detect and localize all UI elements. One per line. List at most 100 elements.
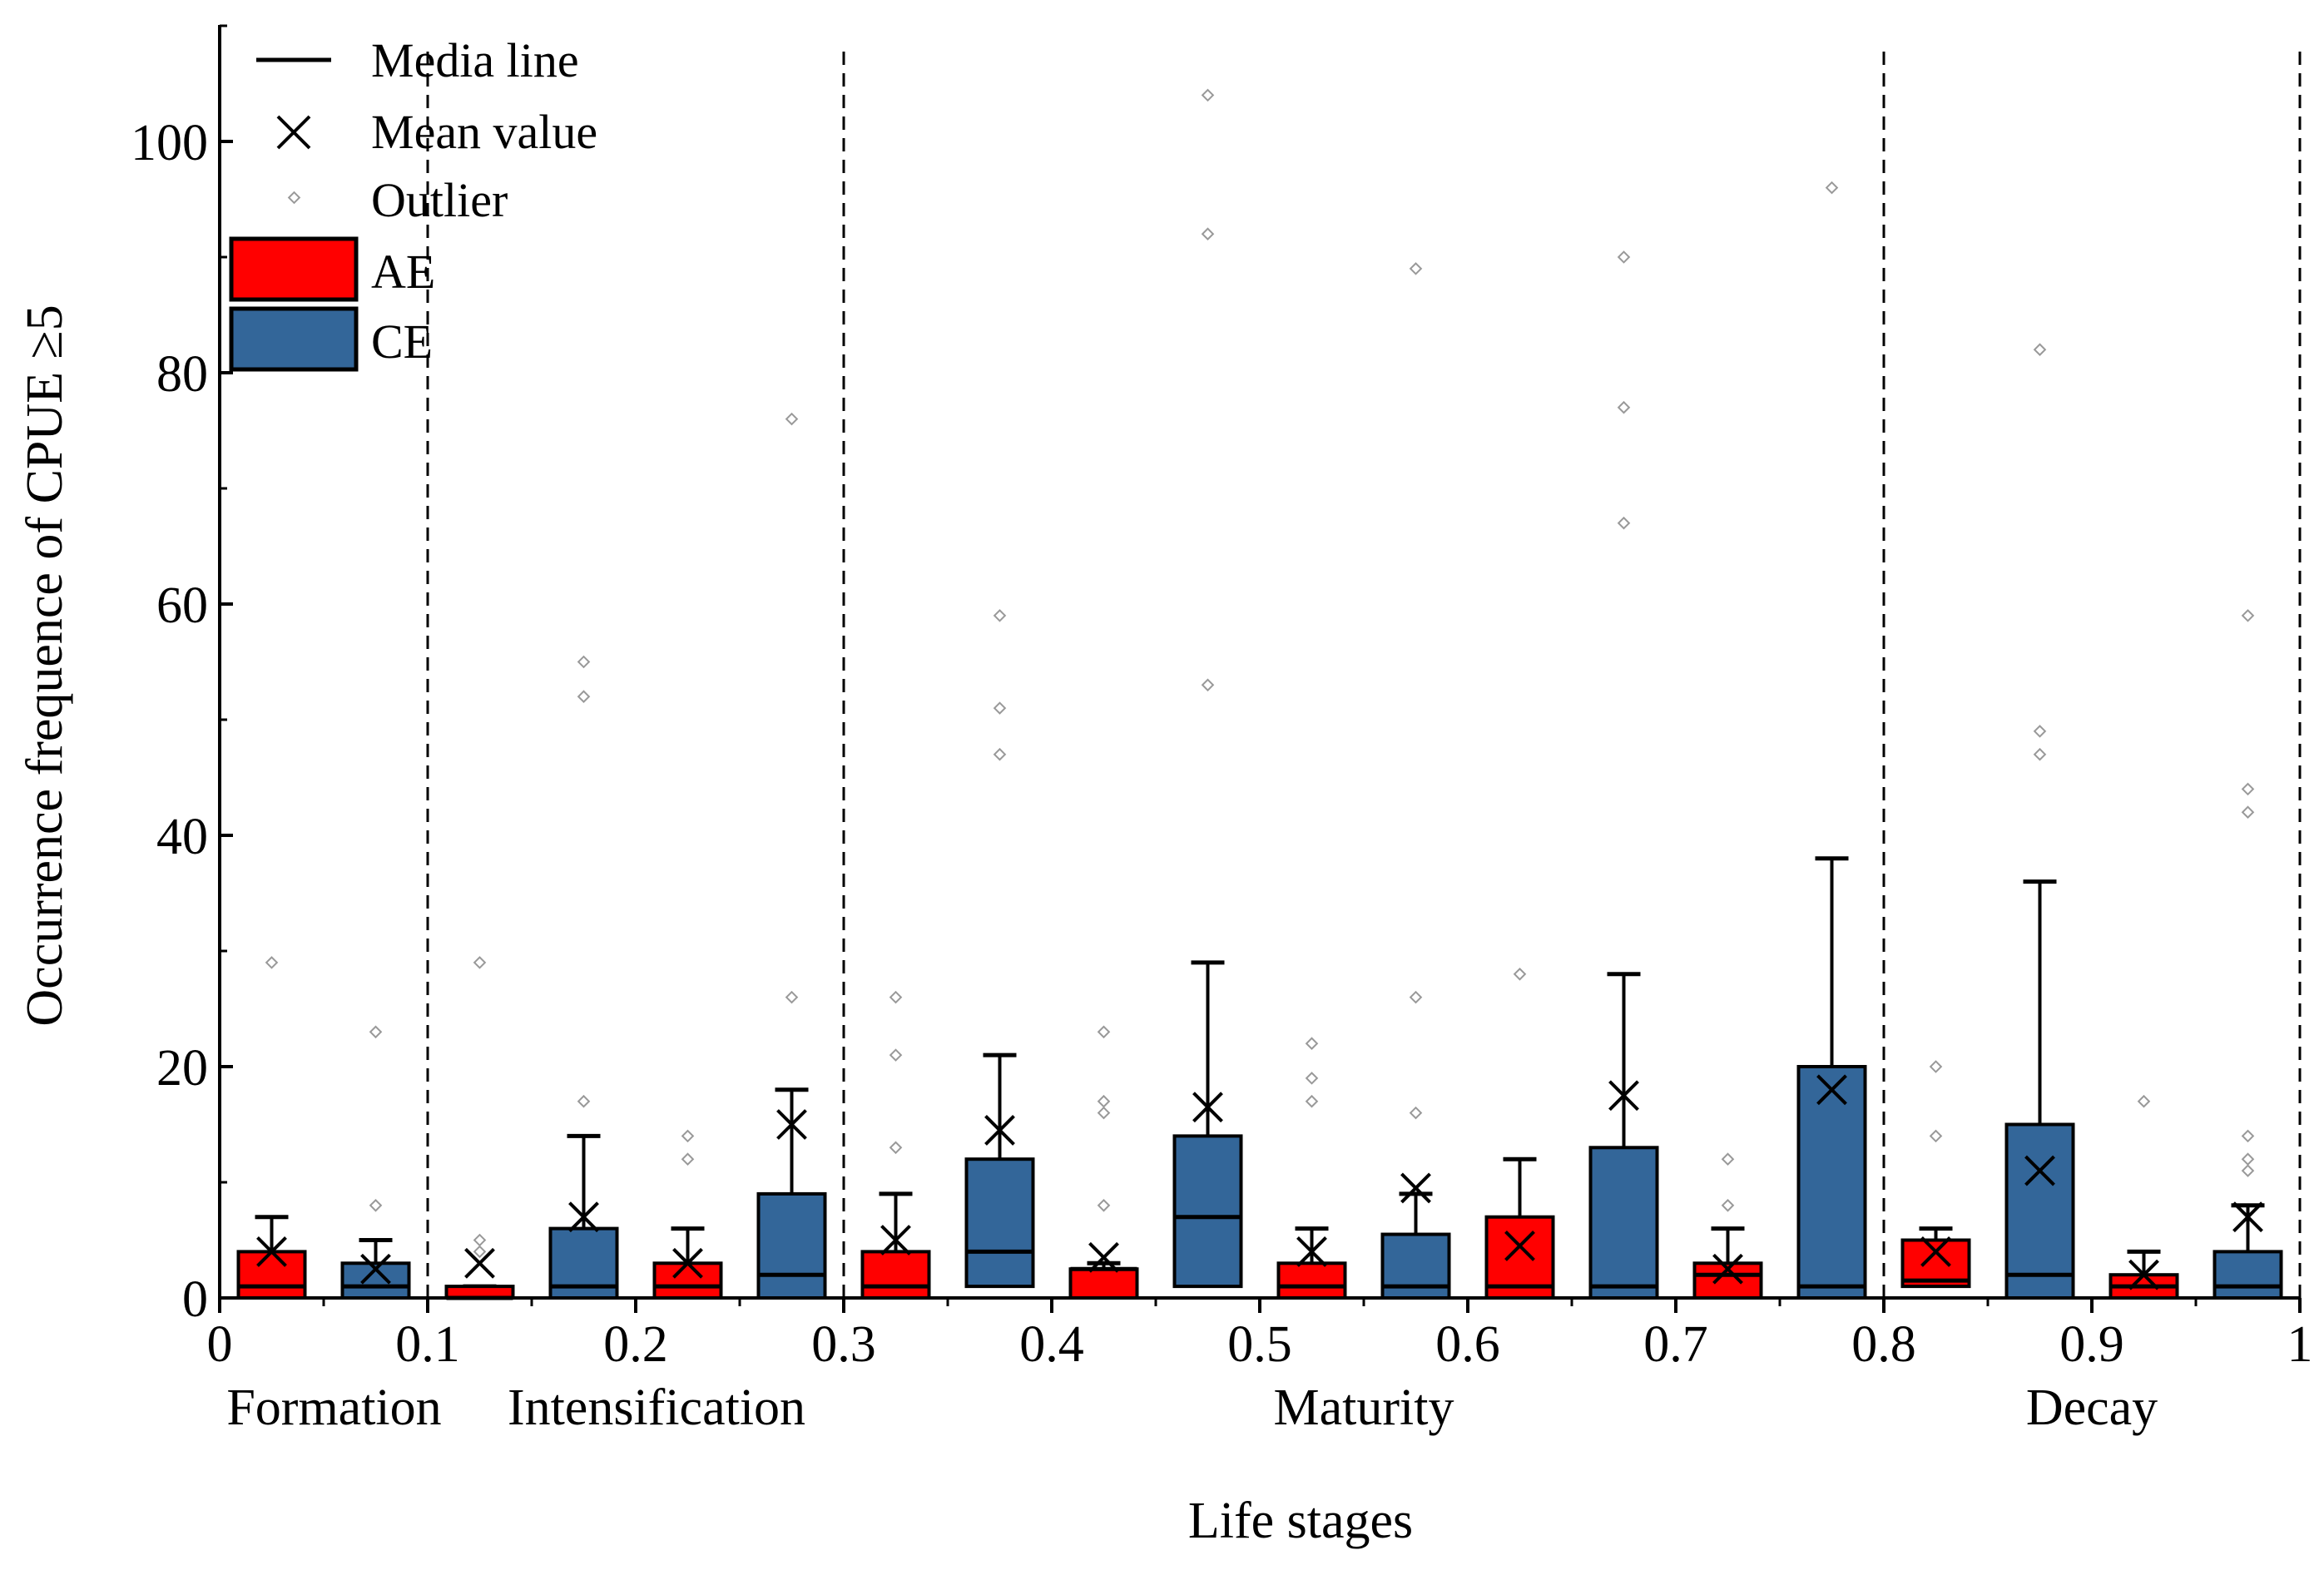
- box-rect: [1588, 1146, 1659, 1300]
- x-axis-label: Life stages: [1188, 1493, 1413, 1549]
- box-ae-14: [1692, 1226, 1763, 1300]
- box-rect: [1172, 1134, 1243, 1289]
- outlier-point: [1409, 1106, 1423, 1120]
- outlier-point: [577, 655, 591, 669]
- mean-marker: [2128, 1259, 2159, 1290]
- outlier-point: [1929, 1129, 1943, 1143]
- stage-label: Decay: [2026, 1379, 2158, 1436]
- outlier-point: [993, 609, 1007, 622]
- mean-marker: [1504, 1231, 1535, 1261]
- outlier-point: [2033, 747, 2047, 761]
- legend-outlier-label: Outlier: [371, 173, 508, 227]
- stage-label: Maturity: [1274, 1379, 1454, 1436]
- legend-ae-swatch: [229, 236, 359, 302]
- box-rect: [652, 1261, 723, 1300]
- legend: Media line Mean value Outlier AE CE: [229, 33, 597, 372]
- mean-stroke: [1088, 1241, 1119, 1273]
- outlier-point: [1409, 262, 1423, 275]
- box-rect: [860, 1250, 931, 1300]
- box-ae-4: [652, 1226, 723, 1300]
- outlier-point: [1409, 990, 1423, 1004]
- mean-stroke: [1712, 1253, 1743, 1285]
- mean-stroke: [568, 1201, 599, 1233]
- box-ce-15: [1796, 856, 1867, 1300]
- stage-label: Intensification: [508, 1379, 805, 1436]
- mean-marker: [1712, 1253, 1743, 1285]
- outlier-point: [1929, 1060, 1943, 1073]
- outlier-point: [473, 1245, 487, 1259]
- stage-divider-layer: [426, 52, 2302, 1298]
- outlier-point: [577, 690, 591, 703]
- outlier-point: [1825, 181, 1839, 195]
- box-ce-3: [548, 1133, 619, 1300]
- mean-stroke: [1608, 1080, 1639, 1112]
- outlier-point: [681, 1129, 695, 1143]
- x-tick-label: 0.8: [1851, 1316, 1916, 1373]
- y-tick-label: 80: [156, 346, 208, 403]
- box-rect: [236, 1250, 307, 1300]
- outlier-point: [1201, 88, 1215, 102]
- mean-marker: [1088, 1241, 1119, 1273]
- box-ae-12: [1484, 1156, 1555, 1300]
- box-rect: [964, 1157, 1035, 1289]
- legend-median-label: Media line: [371, 33, 579, 87]
- mean-stroke: [1920, 1236, 1951, 1267]
- box-rect: [2213, 1250, 2283, 1300]
- outlier-point: [785, 412, 799, 426]
- outlier-point: [1721, 1199, 1735, 1212]
- legend-mean-icon: [276, 115, 311, 150]
- mean-marker: [1920, 1236, 1951, 1267]
- outlier-point: [1617, 516, 1631, 530]
- box-ae-18: [2108, 1249, 2179, 1300]
- mean-stroke: [1816, 1074, 1847, 1106]
- outlier-point: [785, 990, 799, 1004]
- outlier-point: [993, 701, 1007, 715]
- legend-mean-label: Mean value: [371, 105, 597, 159]
- box-ae-8: [1068, 1241, 1139, 1300]
- outlier-point: [2033, 343, 2047, 356]
- x-tick-label: 0.9: [2059, 1316, 2124, 1373]
- mean-stroke: [776, 1109, 807, 1140]
- box-rect: [756, 1191, 827, 1300]
- outlier-point: [369, 1199, 383, 1212]
- outlier-point: [1617, 250, 1631, 264]
- mean-stroke: [256, 1236, 287, 1267]
- outlier-point: [2241, 1152, 2255, 1166]
- tick-label-layer: 0 20 40 60 80 100 0 0.1 0.2 0.3 0.4 0.5 0.6 0.7 0.8 0.9…: [131, 24, 2313, 1373]
- x-tick-label: 1: [2287, 1316, 2313, 1373]
- y-tick-label: 20: [156, 1040, 208, 1097]
- box-ce-19: [2213, 1201, 2283, 1300]
- outlier-point: [1305, 1037, 1319, 1050]
- mean-marker: [1400, 1172, 1431, 1204]
- mean-marker: [1816, 1074, 1847, 1106]
- outlier-point: [1097, 1106, 1111, 1120]
- y-axis-label: Occurrence frequence of CPUE ≥5: [17, 305, 73, 1026]
- mean-stroke: [880, 1225, 911, 1256]
- outlier-point: [2137, 1094, 2151, 1108]
- box-ce-13: [1588, 972, 1659, 1300]
- mean-marker: [880, 1225, 911, 1256]
- axes-layer: [218, 25, 2300, 1300]
- box-ce-17: [2004, 879, 2075, 1300]
- mean-stroke: [2232, 1201, 2263, 1233]
- outlier-point: [473, 1233, 487, 1247]
- mean-stroke: [1504, 1231, 1535, 1261]
- outlier-point: [1201, 227, 1215, 240]
- mean-stroke: [360, 1253, 391, 1285]
- outlier-point: [2033, 725, 2047, 738]
- box-ce-11: [1380, 1172, 1451, 1300]
- mean-marker: [360, 1253, 391, 1285]
- mean-marker: [464, 1247, 495, 1279]
- legend-ae-label: AE: [371, 245, 435, 299]
- outlier-point: [1721, 1152, 1735, 1166]
- x-tick-label: 0: [207, 1316, 233, 1373]
- box-layer: [236, 856, 2283, 1300]
- stage-label-layer: Formation Intensification Maturity Decay: [226, 1379, 2158, 1436]
- box-rect: [1276, 1261, 1347, 1300]
- box-ae-0: [236, 1215, 307, 1300]
- outlier-point: [473, 956, 487, 969]
- mean-marker: [1296, 1236, 1327, 1267]
- outlier-point: [2241, 1129, 2255, 1143]
- y-tick-label: 60: [156, 577, 208, 634]
